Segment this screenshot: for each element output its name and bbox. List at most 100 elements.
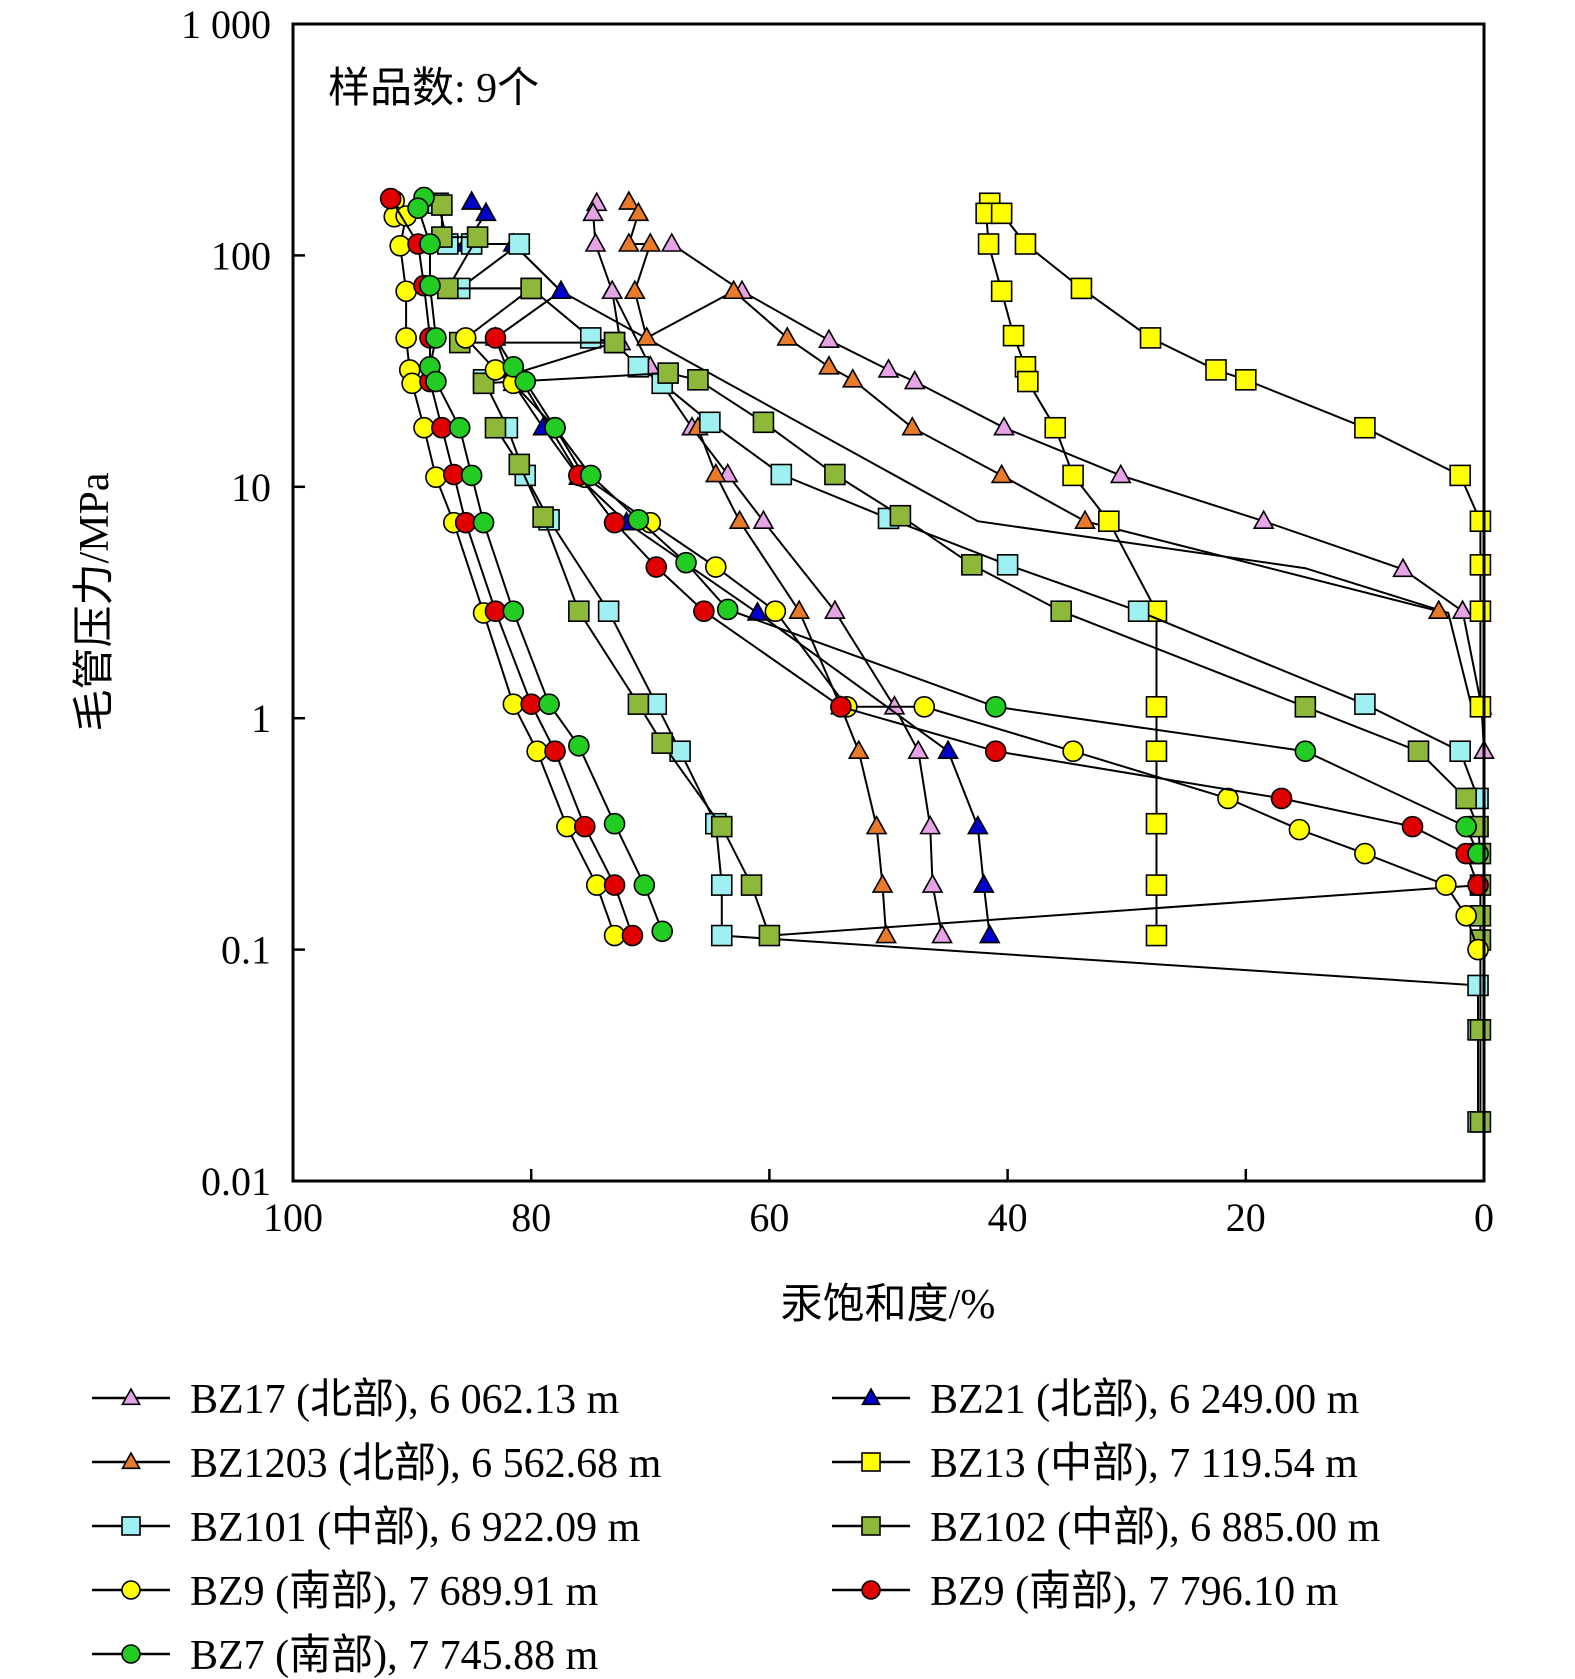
data-point-circle <box>556 815 578 838</box>
data-point-circle <box>830 696 852 718</box>
series-4 <box>975 192 1492 947</box>
data-point-triangle <box>972 873 995 893</box>
data-point-square <box>1002 324 1025 347</box>
data-point-triangle <box>728 509 751 530</box>
legend-entry: BZ102 (中部), 6 885.00 m <box>832 1505 1381 1551</box>
data-point-square <box>1469 1019 1492 1041</box>
x-tick-label: 0 <box>1474 1195 1494 1240</box>
data-point-circle <box>627 509 650 531</box>
x-tick-label: 100 <box>263 1195 323 1240</box>
data-point-circle <box>425 327 447 349</box>
axes-layer: 100 80 60 40 20 0 0.01 0.1 1 10 100 1 000 <box>181 2 1494 1240</box>
data-point-square <box>824 463 846 486</box>
data-point-circle <box>431 416 453 439</box>
legend-entry: BZ9 (南部), 7 689.91 m <box>92 1569 599 1615</box>
data-point-circle <box>484 359 507 381</box>
series-7 <box>383 190 1489 961</box>
series-line <box>440 205 1482 854</box>
data-point-circle <box>579 464 602 487</box>
data-point-triangle <box>1074 509 1096 530</box>
data-point-square <box>1098 510 1120 533</box>
data-point-triangle <box>660 232 683 252</box>
legend: BZ17 (北部), 6 062.13 m BZ21 (北部), 6 249.00… <box>92 1377 1381 1679</box>
data-point-circle <box>764 600 787 623</box>
series-3 <box>617 190 1450 944</box>
data-point-square <box>645 693 668 715</box>
data-point-square <box>740 874 763 896</box>
data-point-circle <box>419 233 441 255</box>
y-axis-title: 毛管压力/MPa <box>72 472 118 731</box>
data-point-circle <box>544 416 566 439</box>
y-tick-label: 0.01 <box>201 1159 271 1204</box>
data-point-square <box>651 732 674 754</box>
data-point-square <box>597 600 620 623</box>
data-point-circle <box>460 464 483 487</box>
data-point-square <box>1469 600 1492 623</box>
y-tick-label: 1 000 <box>181 2 271 47</box>
data-point-circle <box>1435 874 1457 896</box>
data-point-circle <box>573 815 596 838</box>
legend-label: BZ1203 (北部), 6 562.68 m <box>190 1441 662 1487</box>
data-point-square <box>657 362 679 384</box>
legend-entry: BZ9 (南部), 7 796.10 m <box>832 1569 1339 1615</box>
series-line <box>985 202 1158 936</box>
y-tick-label: 0.1 <box>221 928 271 973</box>
data-point-circle <box>407 197 429 219</box>
data-point-triangle <box>584 232 607 252</box>
data-point-triangle <box>582 201 604 222</box>
data-point-triangle <box>865 814 888 835</box>
y-tick-label: 10 <box>231 465 271 510</box>
data-point-circle <box>472 511 495 534</box>
data-point-circle <box>538 693 560 715</box>
data-point-square <box>627 693 650 715</box>
data-point-circle <box>1294 740 1317 763</box>
data-point-circle <box>502 356 525 378</box>
data-point-square <box>1469 510 1492 533</box>
data-point-square <box>1145 874 1168 896</box>
data-point-circle <box>568 734 590 757</box>
data-point-square <box>1145 812 1168 835</box>
data-point-triangle <box>617 190 640 210</box>
data-point-triangle <box>931 923 953 944</box>
data-point-circle <box>1354 842 1376 865</box>
series-9 <box>407 186 1489 943</box>
series-line <box>464 337 1479 950</box>
data-point-square <box>758 924 781 947</box>
data-point-square <box>568 600 590 623</box>
data-point-square <box>1127 600 1150 623</box>
data-point-triangle <box>903 369 926 390</box>
data-point-square <box>520 277 543 300</box>
data-point-square <box>1145 696 1168 718</box>
data-point-circle <box>705 556 727 578</box>
data-point-square <box>1449 464 1471 487</box>
data-point-square <box>1205 359 1227 381</box>
data-point-circle <box>419 274 441 297</box>
data-point-square <box>961 554 983 576</box>
data-point-circle <box>526 740 548 763</box>
data-point-circle <box>413 416 435 439</box>
data-point-square <box>603 331 626 354</box>
data-point-circle <box>1455 815 1477 838</box>
data-point-triangle <box>818 328 840 349</box>
data-point-triangle <box>121 1451 141 1470</box>
legend-entry: BZ7 (南部), 7 745.88 m <box>92 1633 599 1679</box>
data-point-square <box>437 277 459 300</box>
data-point-circle <box>448 416 471 439</box>
data-point-triangle <box>550 279 572 300</box>
data-point-triangle <box>907 739 930 760</box>
data-point-circle <box>603 924 626 947</box>
data-point-square <box>861 1452 881 1472</box>
series-line <box>696 427 888 936</box>
data-point-triangle <box>601 279 624 300</box>
data-point-triangle <box>824 599 846 620</box>
data-point-triangle <box>1252 509 1275 530</box>
data-point-square <box>1014 233 1037 255</box>
data-point-circle <box>716 598 739 621</box>
legend-label: BZ13 (中部), 7 119.54 m <box>930 1441 1358 1487</box>
data-point-triangle <box>818 355 840 375</box>
x-tick-label: 80 <box>511 1195 551 1240</box>
data-point-square <box>579 327 602 349</box>
data-point-square <box>752 411 775 434</box>
data-point-square <box>472 372 495 395</box>
